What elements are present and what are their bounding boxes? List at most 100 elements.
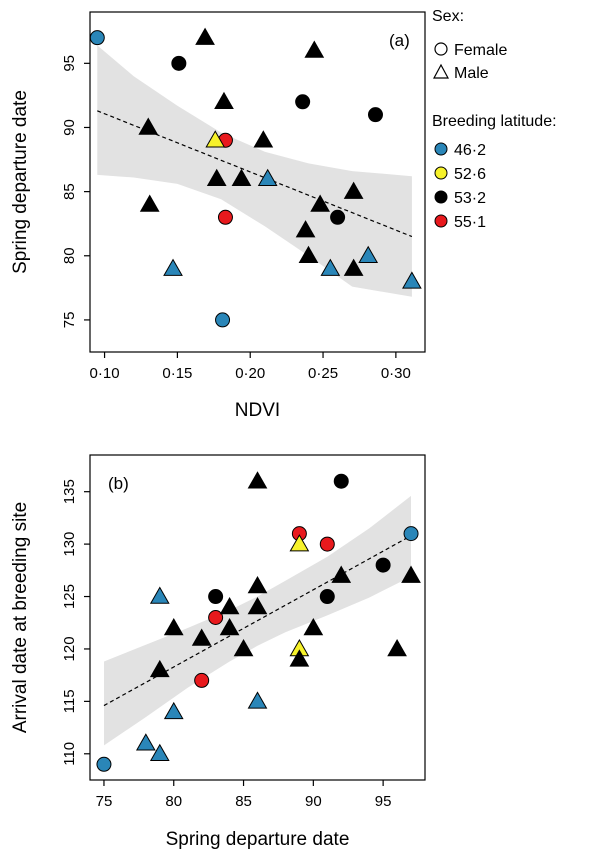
- male-point: [401, 565, 421, 583]
- legend-lat-52-icon: [434, 166, 448, 180]
- legend-lat-46-label: 46·2: [454, 142, 486, 159]
- x-axis-title: NDVI: [235, 400, 280, 421]
- male-point: [149, 743, 170, 762]
- male-point: [289, 534, 310, 552]
- y-tick-label: 120: [61, 636, 78, 661]
- male-point: [231, 168, 252, 187]
- x-tick-label: 95: [375, 793, 392, 810]
- female-point: [330, 209, 346, 225]
- panel-label: (a): [389, 31, 410, 50]
- y-tick-label: 85: [61, 183, 78, 200]
- y-tick-label: 80: [61, 247, 78, 264]
- legend-male-label: Male: [454, 65, 489, 82]
- male-point: [191, 628, 212, 646]
- legend-lat-52-label: 52·6: [454, 166, 486, 183]
- female-point: [194, 672, 210, 688]
- male-point: [219, 597, 240, 615]
- male-point: [331, 565, 352, 583]
- fit-line: [103, 535, 412, 707]
- female-point: [96, 756, 112, 772]
- male-point: [163, 258, 183, 276]
- male-point: [195, 27, 215, 45]
- female-point: [89, 30, 105, 46]
- female-point: [367, 107, 383, 123]
- x-tick-label: 85: [235, 793, 252, 810]
- plot-frame: [89, 11, 426, 353]
- male-point: [206, 168, 227, 187]
- y-axis-title: Spring departure date: [10, 90, 31, 274]
- male-point: [402, 271, 422, 289]
- legend-lat-46-icon: [434, 142, 448, 156]
- male-point: [257, 168, 278, 187]
- male-point: [247, 576, 268, 594]
- plot-frame: [89, 454, 426, 781]
- female-point: [295, 94, 311, 110]
- male-point: [295, 220, 316, 238]
- panel-a: 0·10 0·15 0·20 0·25 0·30 75 80 85 90 95 NDVI Spring…: [10, 11, 426, 421]
- x-tick-label: 90: [305, 793, 322, 810]
- male-point: [135, 733, 156, 751]
- male-point: [310, 194, 330, 212]
- panel-b: 75 80 85 90 95 110 115 120 125 130 135 Spring depar…: [10, 454, 426, 850]
- male-point: [247, 471, 268, 489]
- male-point: [149, 659, 170, 678]
- legend-lat-title: Breeding latitude:: [432, 113, 557, 130]
- y-tick-label: 130: [61, 532, 78, 557]
- x-tick-label: 80: [165, 793, 182, 810]
- male-point: [320, 258, 341, 276]
- x-tick-label: 0·20: [235, 365, 265, 382]
- legend-lat-53-icon: [434, 190, 448, 204]
- male-point: [343, 181, 364, 199]
- x-tick-label: 0·15: [162, 365, 192, 382]
- male-point: [358, 245, 379, 264]
- male-point: [289, 649, 310, 667]
- male-point: [163, 701, 184, 720]
- x-tick-label: 0·10: [90, 365, 120, 382]
- female-point: [375, 557, 391, 573]
- y-tick-label: 95: [61, 55, 78, 72]
- y-tick-label: 90: [61, 119, 78, 136]
- male-point: [233, 638, 254, 657]
- x-tick-label: 0·25: [308, 365, 338, 382]
- male-point: [298, 245, 319, 264]
- legend: Sex: Female Male Breeding latitude: 46·2…: [432, 8, 557, 231]
- legend-lat-53-label: 53·2: [454, 190, 486, 207]
- female-point: [171, 55, 187, 71]
- male-point: [247, 691, 268, 709]
- male-point: [138, 117, 159, 135]
- x-tick-label: 0·30: [381, 365, 411, 382]
- legend-female-label: Female: [454, 42, 507, 59]
- male-point: [387, 638, 407, 657]
- female-point: [208, 589, 224, 605]
- confidence-band: [97, 45, 412, 297]
- y-axis-title: Arrival date at breeding site: [10, 502, 31, 733]
- y-tick-label: 115: [61, 689, 78, 713]
- male-point: [247, 597, 268, 615]
- male-point: [219, 617, 240, 636]
- y-tick-label: 75: [61, 312, 78, 329]
- male-point: [149, 586, 170, 604]
- male-point: [304, 40, 325, 58]
- male-point: [253, 130, 274, 148]
- y-tick-label: 110: [61, 742, 78, 766]
- legend-female-icon: [434, 42, 448, 56]
- male-point: [214, 91, 234, 110]
- male-point: [139, 194, 160, 212]
- female-point: [217, 209, 233, 225]
- x-axis-title: Spring departure date: [166, 829, 350, 850]
- legend-sex-title: Sex:: [432, 8, 464, 25]
- female-point: [403, 526, 419, 542]
- legend-lat-55-icon: [434, 214, 448, 228]
- female-point: [333, 473, 349, 489]
- legend-male-icon: [432, 63, 450, 79]
- male-point: [205, 130, 226, 148]
- x-tick-label: 75: [96, 793, 113, 810]
- y-tick-label: 135: [61, 479, 78, 504]
- male-point: [303, 617, 324, 636]
- male-point: [163, 617, 184, 636]
- legend-lat-55-label: 55·1: [454, 214, 486, 231]
- female-point: [215, 312, 231, 328]
- panel-label: (b): [108, 474, 129, 493]
- female-point: [208, 610, 224, 625]
